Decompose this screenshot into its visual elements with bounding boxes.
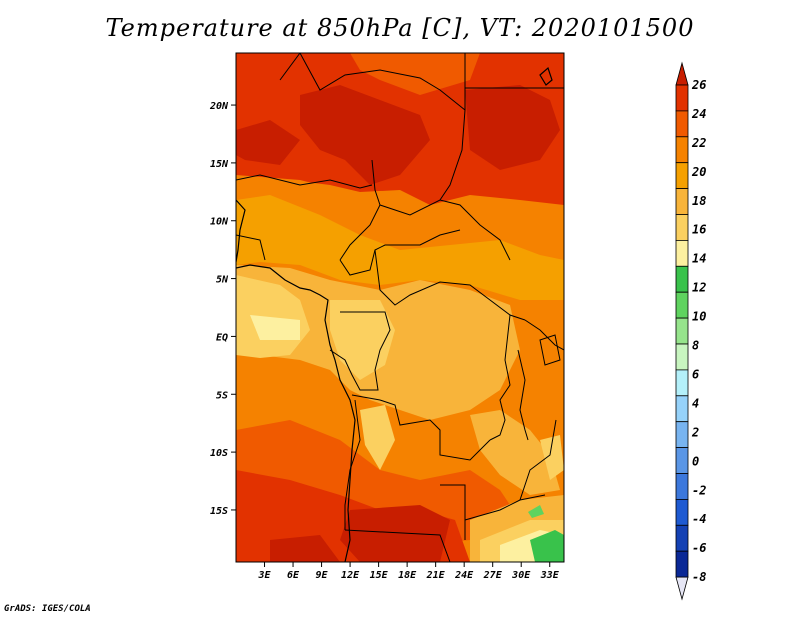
latitude-axis: 20N 15N 10N 5N EQ 5S 10S 15S	[209, 101, 236, 517]
colorbar-label: 16	[692, 223, 706, 237]
lon-tick-label: 15E	[370, 570, 389, 581]
lon-tick-label: 18E	[398, 570, 417, 581]
colorbar-label: 2	[691, 425, 699, 439]
colorbar-bin	[675, 550, 689, 578]
colorbar-bin	[675, 447, 689, 474]
longitude-axis: 3E 6E 9E 12E 15E 18E 21E 24E 27E 30E 33E	[257, 562, 560, 581]
map-title: Temperature at 850hPa [C], VT: 202010150…	[105, 14, 695, 42]
colorbar-bin	[675, 265, 689, 293]
lon-tick-label: 3E	[257, 570, 271, 581]
lon-tick-label: 21E	[426, 570, 446, 581]
colorbar-bin	[675, 343, 689, 371]
colorbar-label: 6	[692, 367, 699, 381]
colorbar-label: 18	[692, 194, 706, 208]
colorbar-bin	[675, 136, 689, 164]
lat-tick-label: 20N	[209, 101, 229, 112]
colorbar-bin	[675, 395, 689, 423]
colorbar-bin	[675, 498, 689, 526]
colorbar-label: -8	[692, 570, 706, 584]
colorbar-bin	[675, 317, 689, 345]
colorbar-label: 20	[691, 165, 706, 179]
colorbar-bin	[675, 162, 689, 189]
colorbar-label: -6	[692, 541, 706, 555]
colorbar-bottom-arrow	[675, 576, 689, 601]
plot-frame	[235, 52, 565, 563]
lon-tick-label: 12E	[341, 570, 360, 581]
lon-tick-label: 24E	[454, 570, 474, 581]
colorbar-top-arrow	[675, 61, 689, 86]
colorbar-bin	[675, 239, 689, 267]
colorbar-bin	[675, 421, 689, 449]
lat-tick-label: 15S	[210, 506, 228, 517]
colorbar-label: 12	[692, 281, 706, 295]
colorbar-bin	[675, 291, 689, 319]
lat-tick-label: 10S	[210, 448, 228, 459]
colorbar-bin	[675, 214, 689, 241]
lon-tick-label: 6E	[287, 570, 300, 581]
colorbar-label: 0	[692, 454, 699, 468]
temperature-field	[236, 53, 564, 562]
lon-tick-label: 27E	[483, 570, 503, 581]
country-borders	[236, 53, 564, 562]
grads-credit: GrADS: IGES/COLA	[4, 604, 91, 614]
colorbar-bin	[675, 84, 689, 112]
colorbar-label: 22	[691, 136, 706, 150]
colorbar-label: 26	[691, 78, 706, 92]
lon-tick-label: 9E	[316, 570, 329, 581]
lon-tick-label: 33E	[540, 570, 560, 581]
lat-tick-label: EQ	[216, 332, 228, 343]
lat-tick-label: 10N	[210, 217, 229, 228]
lon-tick-label: 30E	[511, 570, 531, 581]
colorbar-label: 8	[692, 339, 699, 353]
colorbar-label: -2	[692, 483, 706, 497]
lat-tick-label: 15N	[210, 159, 229, 170]
colorbar-label: -4	[692, 512, 706, 526]
lat-tick-label: 5N	[216, 275, 229, 286]
coastline	[236, 66, 553, 562]
colorbar-label: 24	[691, 107, 706, 121]
colorbar-bin	[675, 369, 689, 397]
colorbar-bin	[675, 188, 689, 215]
colorbar-label: 4	[692, 396, 699, 410]
colorbar-label: 14	[692, 252, 706, 266]
colorbar-bin	[675, 110, 689, 138]
colorbar-bin	[675, 524, 689, 552]
colorbar-label: 10	[692, 310, 706, 324]
colorbar-bin	[675, 473, 689, 500]
lat-tick-label: 5S	[216, 390, 228, 401]
